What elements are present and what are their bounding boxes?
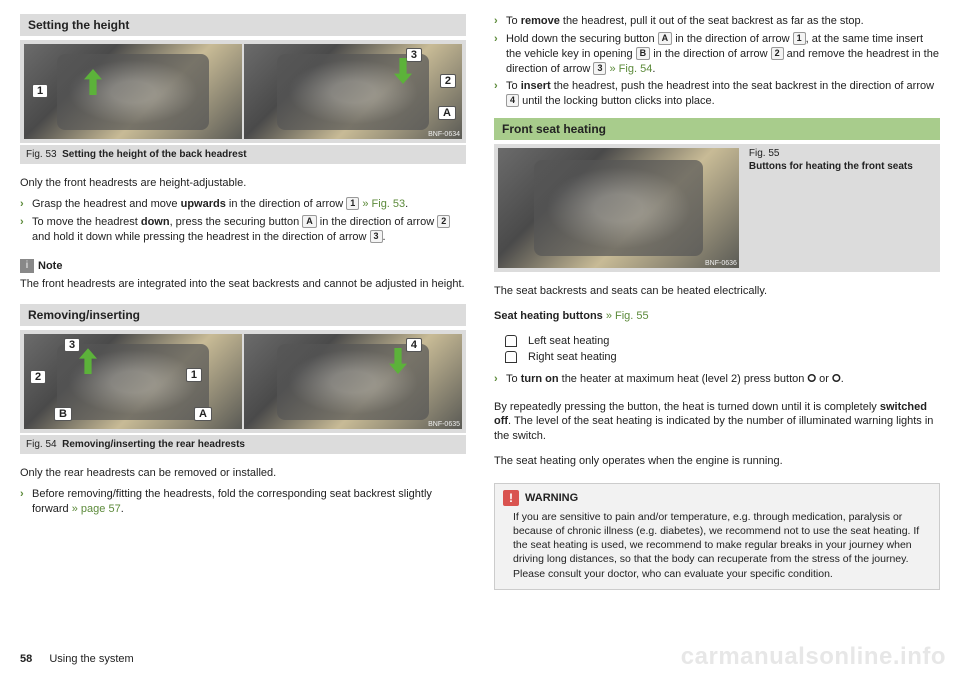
fig55-img: BNF-0636 <box>498 148 739 268</box>
callout-B: B <box>54 407 72 421</box>
warning-head: ! WARNING <box>503 490 931 506</box>
info-icon: i <box>20 259 34 273</box>
figure-55: BNF-0636 Fig. 55 Buttons for heating the… <box>494 144 940 272</box>
note-body: The front headrests are integrated into … <box>20 277 466 292</box>
fig54-caption: Fig. 54 Removing/inserting the rear head… <box>20 435 466 454</box>
heating-p3: By repeatedly pressing the button, the h… <box>494 400 940 445</box>
bullet: Grasp the headrest and move upwards in t… <box>20 197 466 212</box>
fig54-right-img: 4 BNF-0635 <box>244 334 462 429</box>
callout-1: 1 <box>32 84 48 98</box>
page-number: 58 <box>20 653 32 665</box>
section-title-height: Setting the height <box>20 14 466 36</box>
bullet: Hold down the securing button A in the d… <box>494 32 940 77</box>
arrow-up-icon <box>84 69 102 95</box>
callout-A: A <box>438 106 456 120</box>
section-title-heating: Front seat heating <box>494 118 940 140</box>
figure-54: 3 2 B 1 A 4 BNF-0635 <box>20 330 466 433</box>
bullet: To remove the headrest, pull it out of t… <box>494 14 940 29</box>
seat-right-icon <box>504 350 518 364</box>
seat-left-icon <box>504 334 518 348</box>
note-box: iNote The front headrests are integrated… <box>20 259 466 298</box>
symbol-row: Right seat heating <box>504 350 940 364</box>
callout-4: 4 <box>406 338 422 352</box>
fig54-left-img: 3 2 B 1 A <box>24 334 242 429</box>
right-top-bullets: To remove the headrest, pull it out of t… <box>494 14 940 112</box>
fig55-caption: Fig. 55 Buttons for heating the front se… <box>749 148 936 268</box>
fig53-right-img: 3 2 A BNF-0634 <box>244 44 462 139</box>
callout-2: 2 <box>30 370 46 384</box>
fig53-left-img: 1 <box>24 44 242 139</box>
warning-icon: ! <box>503 490 519 506</box>
page-content: Setting the height 1 3 2 A BNF-0634 Fig.… <box>0 0 960 640</box>
symbol-list: Left seat heating Right seat heating <box>504 334 940 366</box>
section1-bullets: Grasp the headrest and move upwards in t… <box>20 197 466 248</box>
heating-p1: The seat backrests and seats can be heat… <box>494 284 940 299</box>
callout-A: A <box>194 407 212 421</box>
callout-3: 3 <box>406 48 422 62</box>
figure-53: 1 3 2 A BNF-0634 <box>20 40 466 143</box>
bullet: To move the headrest down, press the sec… <box>20 215 466 245</box>
section2-intro: Only the rear headrests can be removed o… <box>20 466 466 481</box>
img-code: BNF-0635 <box>428 421 460 428</box>
section2-bullets: Before removing/fitting the headrests, f… <box>20 487 466 520</box>
arrow-down-icon <box>389 348 407 374</box>
right-column: To remove the headrest, pull it out of t… <box>494 14 940 630</box>
bullet: To turn on the heater at maximum heat (l… <box>494 372 940 387</box>
callout-2: 2 <box>440 74 456 88</box>
watermark: carmanualsonline.info <box>681 643 946 671</box>
callout-1: 1 <box>186 368 202 382</box>
left-column: Setting the height 1 3 2 A BNF-0634 Fig.… <box>20 14 466 630</box>
heating-bullet: To turn on the heater at maximum heat (l… <box>494 372 940 390</box>
bullet: Before removing/fitting the headrests, f… <box>20 487 466 517</box>
chapter-title: Using the system <box>49 653 133 665</box>
bullet: To insert the headrest, push the headres… <box>494 79 940 109</box>
section-title-removing: Removing/inserting <box>20 304 466 326</box>
fig53-caption: Fig. 53 Setting the height of the back h… <box>20 145 466 164</box>
section1-intro: Only the front headrests are height-adju… <box>20 176 466 191</box>
img-code: BNF-0634 <box>428 131 460 138</box>
heating-p2: Seat heating buttons » Fig. 55 <box>494 309 940 324</box>
arrow-up-icon <box>79 348 97 374</box>
warning-body: If you are sensitive to pain and/or temp… <box>503 510 931 581</box>
img-code: BNF-0636 <box>705 260 737 267</box>
callout-3: 3 <box>64 338 80 352</box>
page-footer: 58 Using the system <box>20 653 134 665</box>
heating-p4: The seat heating only operates when the … <box>494 454 940 469</box>
symbol-row: Left seat heating <box>504 334 940 348</box>
warning-box: ! WARNING If you are sensitive to pain a… <box>494 483 940 590</box>
